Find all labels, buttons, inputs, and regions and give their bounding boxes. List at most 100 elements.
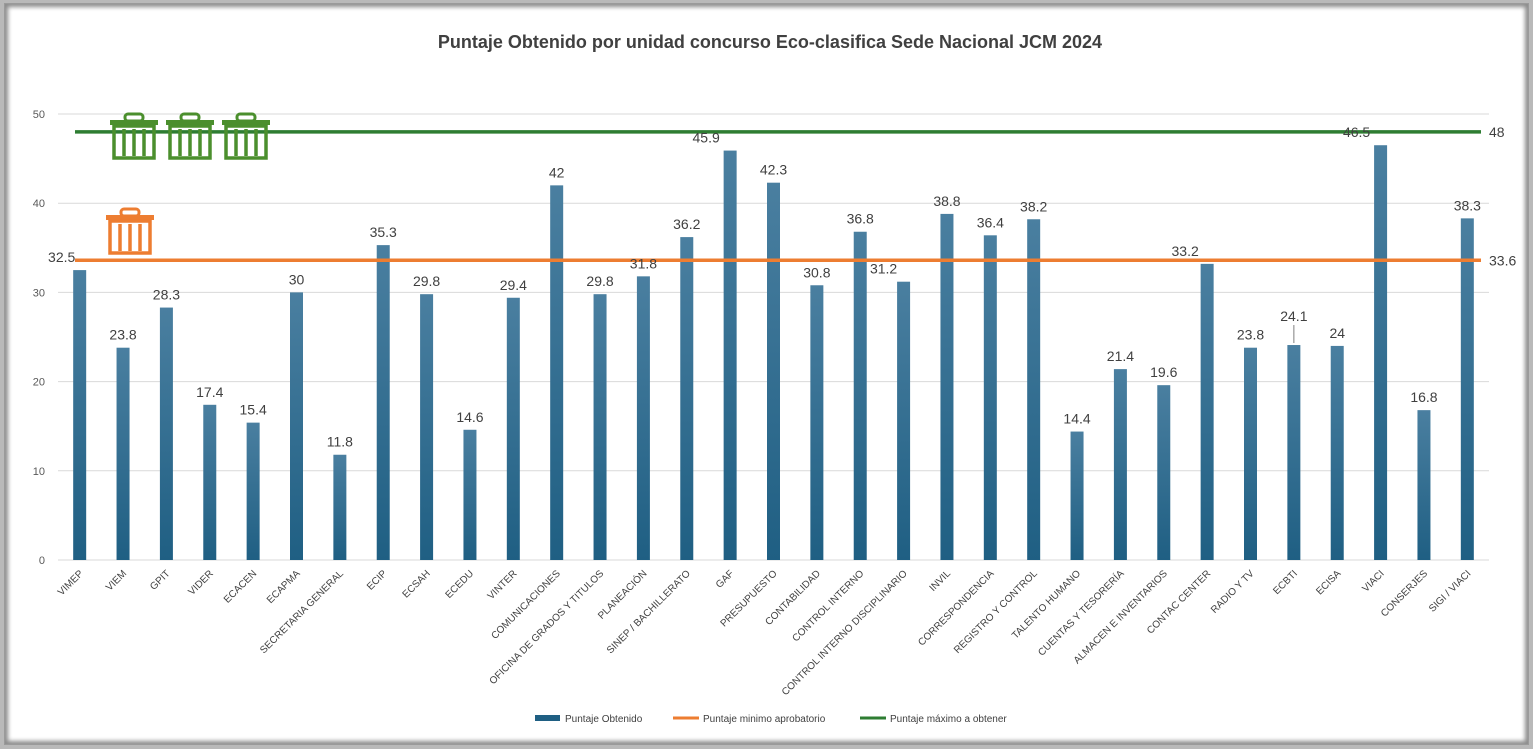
bin-lid (222, 120, 270, 125)
x-tick-label: CONSERJES (1379, 568, 1430, 619)
bar (1027, 219, 1041, 561)
y-tick-label: 20 (33, 377, 45, 389)
bin-body (112, 124, 156, 160)
x-tick-label: ECBTI (1271, 568, 1300, 597)
data-label: 38.3 (1454, 197, 1481, 213)
data-label: 11.8 (327, 434, 353, 450)
data-label: 36.2 (673, 216, 700, 232)
reference-line-label: 33.6 (1489, 252, 1516, 268)
x-tick-label: VIEM (104, 568, 129, 593)
data-label: 29.4 (500, 277, 527, 293)
bar (550, 185, 564, 561)
bar (463, 429, 477, 560)
data-label: 35.3 (370, 224, 397, 240)
legend-label: Puntaje Obtenido (565, 714, 643, 725)
bin-body (224, 124, 268, 160)
data-label: 29.8 (413, 273, 440, 289)
bar (1113, 369, 1127, 560)
data-label: 31.2 (870, 261, 897, 277)
data-label: 46.5 (1343, 124, 1370, 140)
data-label: 14.4 (1063, 411, 1090, 427)
data-label: 36.8 (847, 211, 874, 227)
bin-lid (110, 120, 158, 125)
bar (897, 281, 911, 560)
y-tick-label: 30 (33, 287, 45, 299)
bar (1244, 347, 1257, 560)
x-tick-label: INVIL (928, 568, 954, 594)
data-label: 15.4 (240, 402, 267, 418)
bin-lid (106, 215, 154, 220)
data-label: 23.8 (109, 327, 136, 343)
legend-label: Puntaje minimo aprobatorio (703, 714, 826, 725)
bin-handle (119, 207, 141, 218)
bar (1460, 218, 1474, 560)
data-label: 24 (1329, 325, 1345, 341)
chart-title: Puntaje Obtenido por unidad concurso Eco… (438, 32, 1102, 52)
data-label: 23.8 (1237, 327, 1264, 343)
data-labels: 32.5 23.8 28.3 17.4 15.4 30 11.8 35.3 29.8 14.6 29… (48, 124, 1481, 450)
x-tick-label: CONTROL INTERNO (790, 568, 866, 644)
bin-lid (166, 120, 214, 125)
bar (983, 235, 997, 560)
x-tick-label: RADIO Y TV (1209, 568, 1257, 616)
bar (1417, 410, 1431, 560)
data-label: 33.2 (1172, 243, 1199, 259)
x-tick-label: REGISTRO Y CONTROL (952, 568, 1040, 656)
bin-body (108, 219, 152, 255)
data-label: 21.4 (1107, 348, 1134, 364)
bar (333, 454, 347, 560)
bar (1200, 263, 1214, 560)
bar (1330, 345, 1344, 560)
x-axis: VIMEP VIEM GPIT VIDER ECACEN ECAPMASECRETARIA… (56, 567, 1473, 698)
bin-handle (179, 112, 201, 123)
legend-swatch (535, 715, 560, 721)
bar (376, 245, 390, 560)
data-label: 32.5 (48, 249, 75, 265)
y-axis: 0 10 20 30 40 50 (33, 109, 45, 567)
data-label: 16.8 (1410, 389, 1437, 405)
green-trash-bin-icon (166, 112, 214, 160)
bar (1070, 431, 1084, 560)
bar (1374, 145, 1388, 560)
x-tick-label: GPIT (148, 568, 172, 592)
green-trash-bin-icon (222, 112, 270, 160)
y-tick-label: 40 (33, 198, 45, 210)
bar (940, 213, 954, 561)
bar (203, 404, 217, 560)
x-tick-label: SECRETARIA GENERAL (258, 568, 346, 656)
orange-trash-bin-icon (106, 207, 154, 255)
bin-body (168, 124, 212, 160)
x-tick-label: CUENTAS Y TESORERÍA (1035, 567, 1127, 659)
legend: Puntaje Obtenido Puntaje minimo aprobator… (535, 714, 1007, 725)
data-label: 42 (549, 164, 565, 180)
bar (73, 270, 87, 560)
x-tick-label: CORRESPONDENCIA (916, 568, 996, 648)
reference-line-label: 48 (1489, 124, 1505, 140)
x-tick-label: VINTER (486, 568, 520, 602)
data-label: 24.1 (1280, 308, 1307, 324)
trash-icons (106, 112, 270, 255)
x-tick-label: ECSAH (401, 568, 433, 600)
data-label: 36.4 (977, 214, 1004, 230)
bar (680, 237, 694, 560)
x-tick-label: ECACEN (222, 568, 259, 605)
y-tick-label: 0 (39, 555, 45, 567)
bin-handle (235, 112, 257, 123)
data-label: 17.4 (196, 384, 223, 400)
data-label: 31.8 (630, 255, 657, 271)
x-tick-label: SINEP / BACHILLERATO (605, 568, 693, 656)
x-tick-label: ECISA (1314, 568, 1343, 597)
x-tick-label: ECAPMA (265, 568, 303, 606)
bar (636, 276, 650, 560)
bar (420, 294, 434, 560)
x-tick-label: SIGI / VIACI (1427, 568, 1473, 614)
x-tick-label: ECIP (365, 568, 390, 593)
data-label: 28.3 (153, 287, 180, 303)
y-tick-label: 10 (33, 466, 45, 478)
bar (1287, 345, 1301, 560)
bar (116, 347, 130, 560)
bar (506, 297, 520, 560)
bar (290, 292, 303, 560)
chart-frame: Puntaje Obtenido por unidad concurso Eco… (4, 3, 1529, 745)
bar-chart: Puntaje Obtenido por unidad concurso Eco… (33, 32, 1517, 725)
